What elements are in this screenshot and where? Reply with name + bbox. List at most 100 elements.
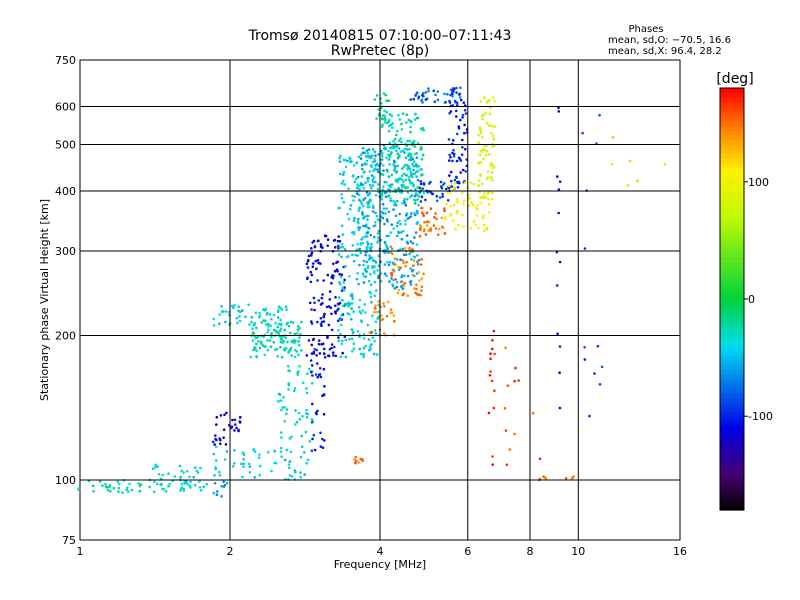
data-point	[419, 182, 423, 186]
data-point	[167, 484, 170, 488]
data-point	[180, 482, 184, 486]
data-point	[385, 110, 389, 114]
data-point	[462, 202, 466, 206]
data-point	[456, 200, 460, 204]
colorbar-segment	[720, 453, 744, 460]
data-point	[215, 415, 219, 419]
data-point	[305, 262, 309, 266]
data-point	[306, 276, 309, 280]
colorbar-segment	[720, 247, 744, 253]
data-point	[491, 178, 494, 182]
data-point	[276, 331, 280, 334]
data-point	[371, 180, 375, 184]
data-point	[268, 312, 272, 316]
data-point	[598, 113, 601, 117]
data-point	[403, 247, 407, 250]
data-point	[355, 248, 359, 252]
data-point	[323, 352, 326, 356]
data-point	[448, 192, 451, 195]
data-point	[202, 485, 205, 489]
colorbar-segment	[720, 195, 744, 202]
data-point	[368, 183, 372, 187]
data-point	[396, 291, 400, 295]
data-point	[214, 467, 217, 471]
data-point	[339, 282, 342, 286]
data-point	[396, 164, 399, 168]
data-point	[490, 162, 493, 165]
data-point	[359, 157, 363, 160]
data-point	[312, 262, 315, 265]
data-point	[493, 352, 497, 356]
data-point	[415, 283, 418, 287]
data-point	[216, 490, 219, 493]
data-point	[458, 93, 461, 96]
data-point	[422, 214, 426, 218]
y-tick-label: 500	[55, 139, 76, 152]
data-point	[477, 162, 481, 165]
data-point	[288, 437, 292, 440]
data-point	[155, 482, 159, 486]
y-tick-label: 300	[55, 245, 76, 258]
data-point	[310, 370, 313, 374]
data-point	[413, 164, 417, 168]
data-point	[333, 238, 337, 242]
data-point	[233, 449, 236, 452]
data-point	[583, 247, 587, 250]
data-point	[402, 172, 406, 176]
data-point	[487, 191, 491, 194]
data-point	[327, 354, 331, 358]
data-point	[447, 159, 451, 162]
data-point	[387, 158, 391, 161]
data-point	[412, 255, 416, 259]
data-point	[390, 277, 393, 280]
data-point	[400, 122, 403, 126]
data-point	[398, 118, 402, 121]
data-point	[339, 172, 342, 176]
data-point	[273, 449, 277, 453]
data-point	[359, 153, 363, 157]
data-point	[489, 106, 492, 110]
data-point	[398, 212, 402, 216]
data-point	[269, 324, 272, 327]
data-point	[311, 338, 315, 342]
data-point	[416, 260, 419, 264]
data-point	[322, 315, 326, 319]
data-point	[330, 346, 333, 350]
data-point	[444, 100, 448, 104]
data-point	[413, 118, 417, 121]
data-point	[254, 311, 258, 315]
data-point	[593, 372, 596, 375]
data-point	[427, 89, 430, 93]
data-point	[401, 180, 405, 183]
data-point	[404, 204, 408, 207]
data-point	[284, 347, 287, 350]
data-point	[290, 475, 294, 478]
data-point	[415, 175, 419, 178]
data-point	[572, 475, 575, 478]
data-point	[400, 280, 403, 284]
data-point	[270, 317, 273, 321]
data-point	[456, 186, 460, 189]
data-point	[424, 233, 428, 236]
data-point	[153, 480, 156, 484]
data-point	[128, 482, 131, 486]
data-point	[338, 156, 341, 160]
data-point	[254, 347, 257, 350]
data-point	[220, 304, 223, 308]
colorbar-segment	[720, 266, 744, 272]
data-point	[374, 304, 377, 308]
data-point	[405, 121, 408, 124]
data-point	[198, 486, 202, 489]
data-point	[157, 473, 161, 476]
data-point	[429, 191, 433, 194]
data-point	[401, 201, 405, 205]
data-point	[223, 458, 227, 461]
data-point	[504, 346, 507, 350]
data-point	[409, 130, 412, 134]
data-point	[148, 485, 151, 489]
data-point	[340, 182, 344, 185]
data-point	[369, 347, 373, 351]
data-point	[193, 466, 197, 469]
data-point	[319, 243, 323, 246]
data-point	[276, 316, 280, 319]
